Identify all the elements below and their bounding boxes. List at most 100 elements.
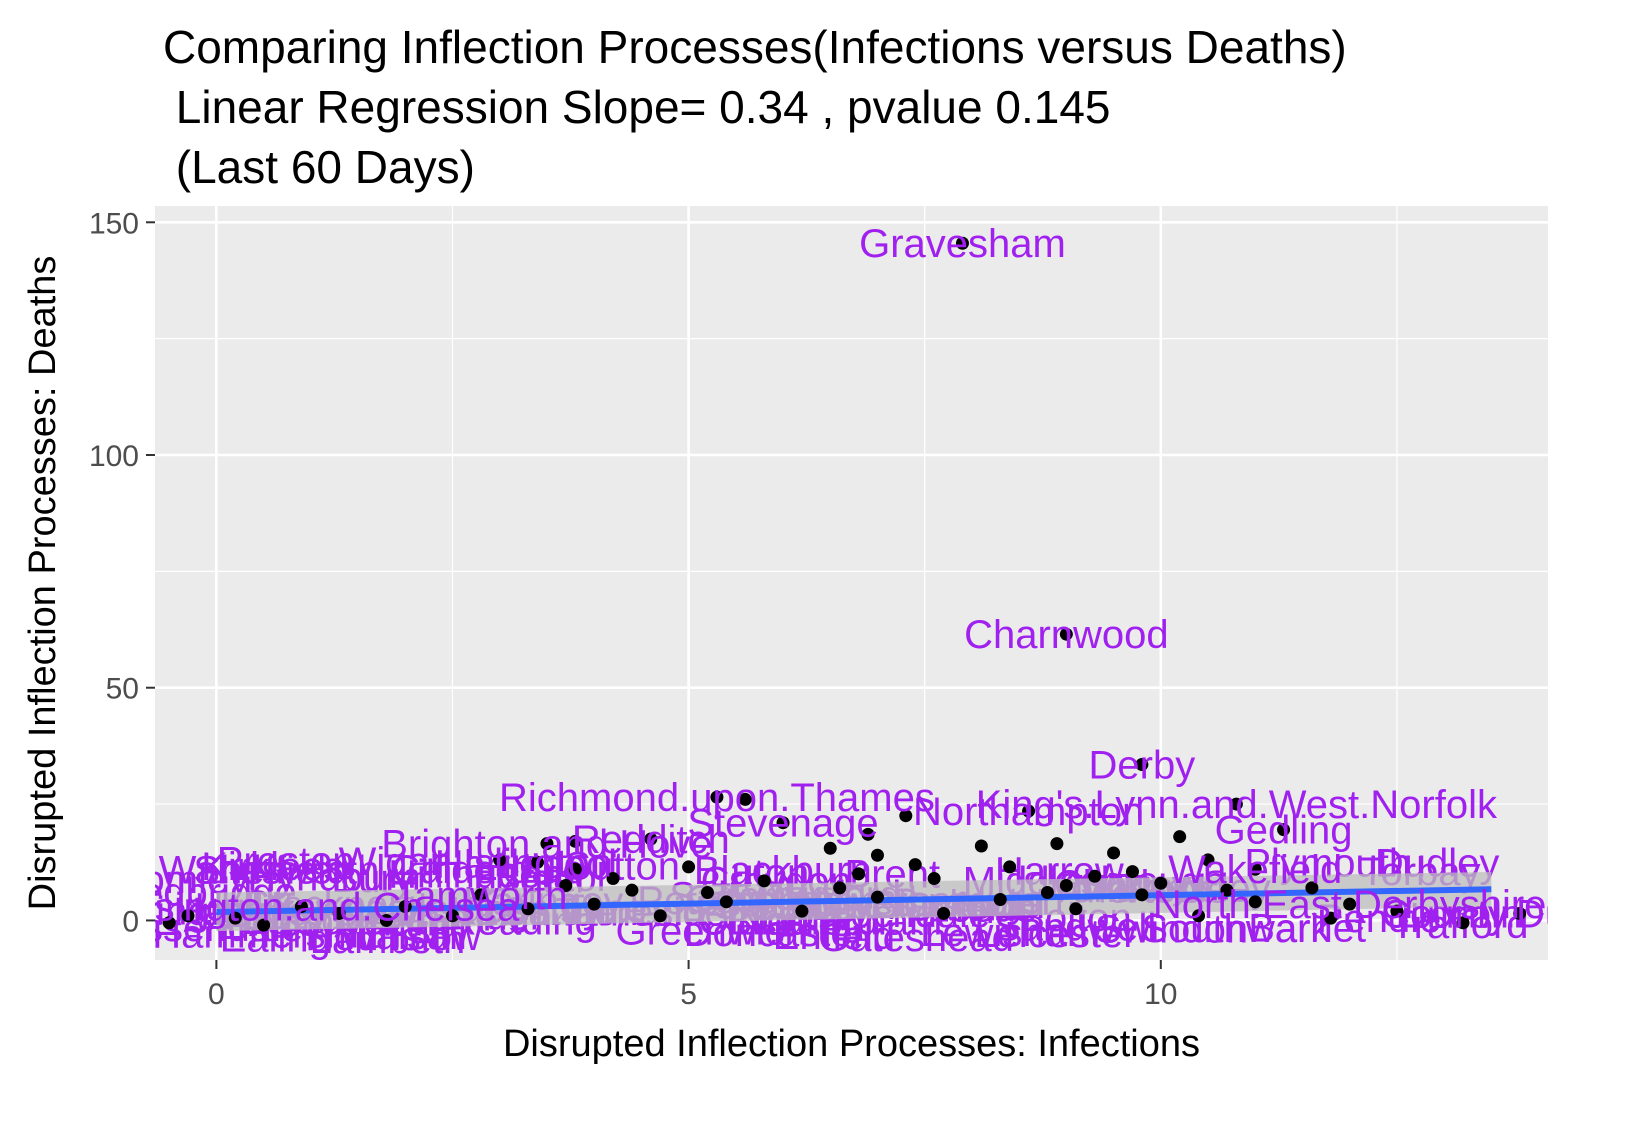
data-point [1040, 886, 1054, 900]
y-tick-label: 100 [89, 440, 139, 473]
data-point [559, 879, 573, 893]
data-point [606, 872, 620, 886]
y-axis-title: Disrupted Inflection Processes: Deaths [22, 256, 64, 911]
point-label-overlap: Enfield [773, 914, 895, 958]
grid-minor [155, 206, 1548, 960]
regression-line [216, 886, 1492, 916]
data-point [530, 855, 544, 869]
data-point [1277, 823, 1291, 837]
data-point [719, 895, 733, 909]
chart-title: Comparing Inflection Processes(Infection… [163, 21, 1347, 73]
data-point [568, 834, 582, 848]
data-point [700, 886, 714, 900]
data-point [795, 904, 809, 918]
point-labels: Gravesham Charnwood Derby Richmond.upon.Tha… [83, 222, 1640, 936]
data-point [1513, 906, 1527, 920]
scatter-points [162, 236, 1527, 932]
data-point [1220, 883, 1234, 897]
data-point [1050, 837, 1064, 851]
data-point [852, 867, 866, 881]
data-point [1192, 909, 1206, 923]
data-point [908, 858, 922, 872]
x-axis-title: Disrupted Inflection Processes: Infectio… [503, 1023, 1200, 1065]
data-point [568, 862, 582, 876]
point-label: Gravesham [859, 222, 1066, 266]
data-point [332, 906, 346, 920]
data-point [776, 816, 790, 830]
point-label: Wakefield [1168, 848, 1342, 892]
point-label-overlap: Swindon [1095, 908, 1248, 952]
data-point [682, 860, 696, 874]
data-point [899, 809, 913, 823]
point-label-overlap: Leicester [974, 912, 1136, 956]
point-label: North.East.Derbyshire [1153, 883, 1546, 927]
y-tick-label: 150 [89, 207, 139, 240]
data-point [1154, 876, 1168, 890]
point-label: Stevenage [687, 802, 878, 846]
point-label-overlap: Barnet [1248, 907, 1366, 951]
point-label-overlap: Southwark [1141, 907, 1331, 951]
point-label-overlap: Lewisham [920, 911, 1100, 955]
chart-subtitle-regression: Linear Regression Slope= 0.34 , pvalue 0… [163, 81, 1111, 133]
data-point [927, 872, 941, 886]
point-label-overlap: Kirklees [201, 845, 343, 889]
data-point [1173, 830, 1187, 844]
data-point [1229, 797, 1243, 811]
data-point [710, 790, 724, 804]
data-point [587, 897, 601, 911]
data-point [228, 911, 242, 925]
y-tick-label: 0 [122, 905, 139, 938]
point-label: Derby [1089, 744, 1196, 788]
data-point [1456, 916, 1470, 930]
data-point [162, 916, 176, 930]
data-point [1003, 860, 1017, 874]
data-point [474, 888, 488, 902]
data-point [1125, 865, 1139, 879]
data-point [1390, 904, 1404, 918]
point-label-overlap: Calderdale [391, 848, 584, 892]
point-label: Islington [463, 841, 612, 885]
point-label-overlap: Preston [217, 840, 355, 884]
point-label: Kensington.and.Chelsea [83, 885, 520, 929]
point-label-overlap: Gateshead [818, 916, 1014, 960]
point-label: County.Durham [1381, 892, 1640, 936]
data-point [398, 899, 412, 913]
x-tick-label: 0 [208, 978, 225, 1011]
data-point [757, 874, 771, 888]
plot-panel [155, 206, 1548, 960]
data-point [1201, 853, 1215, 867]
confidence-ribbon-group [216, 872, 1492, 932]
data-point [1135, 888, 1149, 902]
data-point [1343, 897, 1357, 911]
data-point [833, 881, 847, 895]
data-point [521, 902, 535, 916]
point-label: Redditch [572, 818, 730, 862]
data-point [181, 909, 195, 923]
data-point [653, 909, 667, 923]
data-point [1059, 879, 1073, 893]
data-point [823, 841, 837, 855]
point-label: Charnwood [964, 613, 1169, 657]
point-label-overlap: Wandsworth [159, 848, 380, 892]
point-label: Brighton.and.Hove [381, 823, 712, 867]
point-label-overlap: Wigan [339, 840, 452, 884]
data-point [937, 906, 951, 920]
data-point [644, 832, 658, 846]
data-point [738, 792, 752, 806]
data-point [540, 837, 554, 851]
point-label-overlap: Sutton [564, 844, 680, 888]
data-point [493, 853, 507, 867]
data-point [1135, 758, 1149, 772]
data-point [861, 827, 875, 841]
data-point [1069, 902, 1083, 916]
chart-subtitle-period: (Last 60 Days) [163, 141, 475, 193]
point-label: Northampton [913, 790, 1144, 834]
data-point [1248, 895, 1262, 909]
data-point [1022, 804, 1036, 818]
data-point [1059, 627, 1073, 641]
data-point [625, 883, 639, 897]
point-label-overlap: Sheffield [193, 849, 348, 893]
data-point [257, 918, 271, 932]
